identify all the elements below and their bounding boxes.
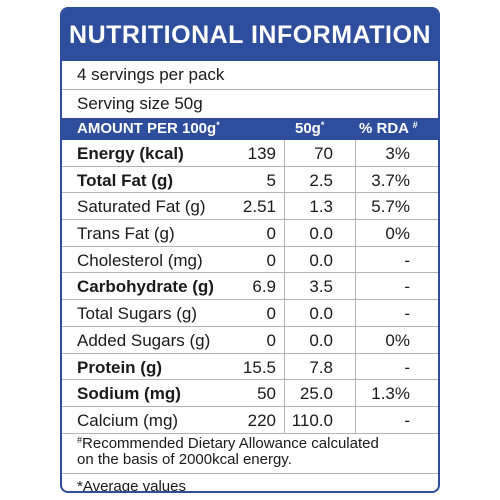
nutrient-name: Total Sugars (g): [62, 300, 215, 327]
value-per-100g: 15.5: [215, 354, 284, 381]
value-per-serving: 25.0: [284, 380, 355, 407]
label-title: NUTRITIONAL INFORMATION: [62, 9, 438, 61]
nutrient-name: Trans Fat (g): [62, 220, 215, 247]
value-per-100g: 6.9: [215, 273, 284, 301]
value-per-100g: 0: [215, 300, 284, 327]
header-rda-mark: #: [412, 120, 418, 131]
nutrient-name: Added Sugars (g): [62, 327, 215, 354]
value-per-serving: 2.5: [284, 166, 355, 194]
value-per-100g: 2.51: [215, 193, 284, 221]
header-amount: AMOUNT PER 100g*: [77, 120, 220, 137]
value-per-100g: 5: [215, 167, 284, 194]
value-rda: -: [355, 300, 438, 327]
value-rda: -: [355, 406, 438, 434]
value-rda: 0%: [355, 220, 438, 247]
header-rda: % RDA #: [359, 120, 418, 137]
value-per-100g: 0: [215, 247, 284, 274]
value-per-serving: 0.0: [284, 300, 355, 327]
nutrient-name: Calcium (mg): [62, 407, 215, 434]
value-rda: -: [355, 273, 438, 301]
table-header: AMOUNT PER 100g* 50g* % RDA #: [62, 118, 438, 140]
header-serving: 50g*: [295, 120, 324, 137]
nutrient-name: Energy (kcal): [62, 140, 215, 167]
header-rda-text: % RDA: [359, 120, 409, 137]
value-per-100g: 220: [215, 407, 284, 434]
value-rda: -: [355, 353, 438, 381]
value-rda: 5.7%: [355, 193, 438, 221]
nutrient-table: Energy (kcal) 139 70 3% Total Fat (g) 5 2.5 3.7…: [62, 140, 438, 434]
header-serving-mark: *: [320, 120, 325, 131]
value-per-serving: 0.0: [284, 220, 355, 247]
value-rda: 1.3%: [355, 380, 438, 407]
nutrient-name: Saturated Fat (g): [62, 193, 215, 221]
value-per-serving: 0.0: [284, 326, 355, 354]
nutrient-name: Total Fat (g): [62, 167, 215, 194]
value-rda: 3%: [355, 140, 438, 167]
value-per-100g: 0: [215, 220, 284, 247]
header-serving-text: 50g: [295, 120, 321, 137]
nutrient-name: Sodium (mg): [62, 380, 215, 407]
value-rda: 3.7%: [355, 166, 438, 194]
nutrient-name: Protein (g): [62, 354, 215, 381]
value-rda: 0%: [355, 326, 438, 354]
footnote-line-2: on the basis of 2000kcal energy.: [77, 450, 292, 468]
footnote-mark: #: [77, 434, 83, 445]
servings-per-pack: 4 servings per pack: [62, 61, 438, 90]
header-amount-text: AMOUNT PER 100g: [77, 120, 217, 137]
value-per-serving: 70: [284, 140, 355, 167]
footnote-line-1: #Recommended Dietary Allowance calculate…: [77, 434, 423, 452]
serving-size: Serving size 50g: [77, 94, 203, 113]
nutrition-label: NUTRITIONAL INFORMATION 4 servings per p…: [60, 7, 440, 493]
value-per-100g: 0: [215, 327, 284, 354]
value-per-100g: 50: [215, 380, 284, 407]
value-per-serving: 1.3: [284, 193, 355, 221]
average-values-note: *Average values: [77, 477, 186, 493]
rda-footnote: #Recommended Dietary Allowance calculate…: [62, 434, 438, 474]
value-rda: -: [355, 246, 438, 274]
footnote-line-1-text: Recommended Dietary Allowance calculated: [82, 434, 379, 452]
header-amount-mark: *: [216, 120, 220, 131]
value-per-serving: 110.0: [284, 406, 355, 434]
value-per-serving: 0.0: [284, 246, 355, 274]
value-per-100g: 139: [215, 140, 284, 167]
value-per-serving: 7.8: [284, 353, 355, 381]
value-per-serving: 3.5: [284, 273, 355, 301]
nutrient-name: Carbohydrate (g): [62, 273, 215, 301]
nutrient-name: Cholesterol (mg): [62, 247, 215, 274]
